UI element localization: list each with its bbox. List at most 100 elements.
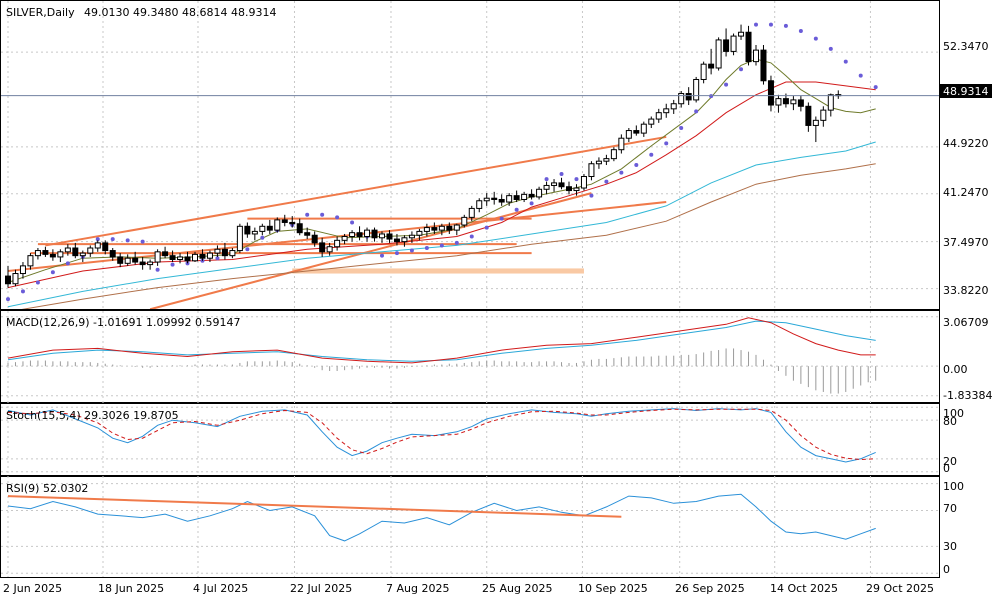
candle-body-12 [94, 242, 101, 249]
sar-dot-9 [140, 239, 145, 244]
candle-body-11 [87, 247, 94, 254]
sar-dot-30 [454, 240, 459, 245]
candle-body-91 [685, 93, 692, 101]
sar-dot-27 [409, 248, 414, 253]
candle-body-54 [408, 234, 415, 239]
sar-dot-48 [724, 82, 729, 87]
candle-body-82 [618, 137, 625, 151]
candle-body-72 [543, 184, 550, 190]
candle-body-43 [326, 246, 333, 253]
candle-body-63 [476, 200, 483, 209]
candle-body-88 [663, 108, 670, 114]
current-price-label: 48.9314 [943, 85, 989, 98]
macd-tick-1: 3.06709 [943, 316, 989, 329]
macd-signal-line [7, 320, 876, 362]
candle-body-28 [214, 248, 221, 254]
macd-main-line [7, 317, 876, 364]
candle-body-41 [311, 234, 318, 244]
candle-body-71 [536, 188, 543, 198]
candle-body-42 [319, 242, 326, 253]
candle-body-56 [423, 227, 430, 232]
candle-body-14 [109, 250, 116, 258]
sar-dot-14 [215, 256, 220, 261]
candle-body-98 [738, 31, 745, 37]
candle-body-19 [147, 261, 154, 266]
date-label-2: 18 Jun 2025 [98, 582, 164, 595]
candle-body-55 [416, 230, 423, 236]
candle-body-107 [805, 105, 812, 126]
sar-dot-51 [768, 22, 773, 27]
sar-dot-4 [65, 261, 70, 266]
sma-medium-line [7, 81, 876, 289]
candle-body-48 [364, 229, 371, 238]
sar-dot-31 [469, 234, 474, 239]
sar-dot-36 [544, 177, 549, 182]
sar-dot-52 [783, 23, 788, 28]
candle-body-16 [124, 257, 131, 264]
grid-lines [1, 1, 939, 577]
price-layer [1, 22, 939, 309]
candle-body-33 [251, 230, 258, 235]
candle-body-52 [393, 238, 400, 243]
stoch-label: Stoch(15,5,4) 29.3026 19.8705 [6, 409, 179, 422]
candle-body-69 [521, 193, 528, 200]
stoch-tick-100: 100 [943, 407, 964, 420]
candle-body-67 [506, 195, 513, 203]
trendline-2 [149, 192, 592, 309]
candle-body-0 [5, 275, 11, 285]
candle-body-60 [453, 224, 460, 231]
sar-dot-38 [574, 177, 579, 182]
candle-body-95 [715, 39, 722, 69]
candle-body-9 [72, 247, 79, 257]
sar-dot-20 [305, 212, 310, 217]
candle-body-20 [154, 251, 161, 263]
candle-body-5 [42, 250, 49, 255]
candle-body-84 [633, 130, 640, 134]
sar-dot-32 [484, 225, 489, 230]
date-label-7: 10 Sep 2025 [578, 582, 648, 595]
candle-body-13 [102, 242, 109, 252]
candle-body-58 [438, 225, 445, 231]
stoch-tick-80: 80 [943, 415, 957, 428]
rsi-tick-30: 30 [943, 540, 957, 553]
rsi-tick-100: 100 [943, 480, 964, 493]
candle-body-86 [648, 118, 655, 125]
candle-body-79 [595, 160, 602, 165]
candle-body-106 [797, 99, 804, 107]
candle-body-75 [566, 186, 572, 192]
sar-dot-46 [694, 109, 699, 114]
sar-dot-34 [514, 207, 519, 212]
candle-body-31 [236, 225, 243, 252]
sar-dot-50 [754, 22, 758, 27]
sar-dot-37 [559, 171, 564, 176]
candle-body-18 [139, 261, 146, 266]
sar-dot-53 [798, 28, 803, 33]
candle-body-45 [341, 236, 348, 241]
sar-dot-40 [604, 179, 609, 184]
candle-body-44 [334, 239, 341, 248]
price-tick-2: 44.9220 [943, 137, 989, 150]
price-tick-1: 52.3470 [943, 40, 989, 53]
candle-body-50 [379, 233, 385, 239]
date-label-8: 26 Sep 2025 [675, 582, 745, 595]
date-label-9: 14 Oct 2025 [770, 582, 838, 595]
sar-dot-44 [664, 141, 669, 146]
sar-dot-26 [394, 251, 399, 256]
date-label-4: 22 Jul 2025 [290, 582, 352, 595]
candle-body-26 [199, 253, 206, 259]
macd-pane [0, 310, 940, 403]
candle-body-78 [588, 163, 595, 178]
sar-dot-11 [170, 262, 175, 267]
sar-dot-39 [589, 193, 594, 198]
sar-dot-41 [619, 170, 624, 175]
candle-body-93 [700, 63, 707, 80]
rsi-line [7, 493, 876, 542]
candle-body-7 [57, 251, 64, 258]
candle-body-36 [274, 219, 281, 231]
candle-body-83 [625, 130, 632, 139]
symbol-label: SILVER,Daily [6, 6, 75, 19]
macd-label: MACD(12,26,9) -1.01691 1.09992 0.59147 [6, 316, 240, 329]
candle-body-97 [730, 35, 737, 52]
candle-body-65 [491, 197, 498, 200]
